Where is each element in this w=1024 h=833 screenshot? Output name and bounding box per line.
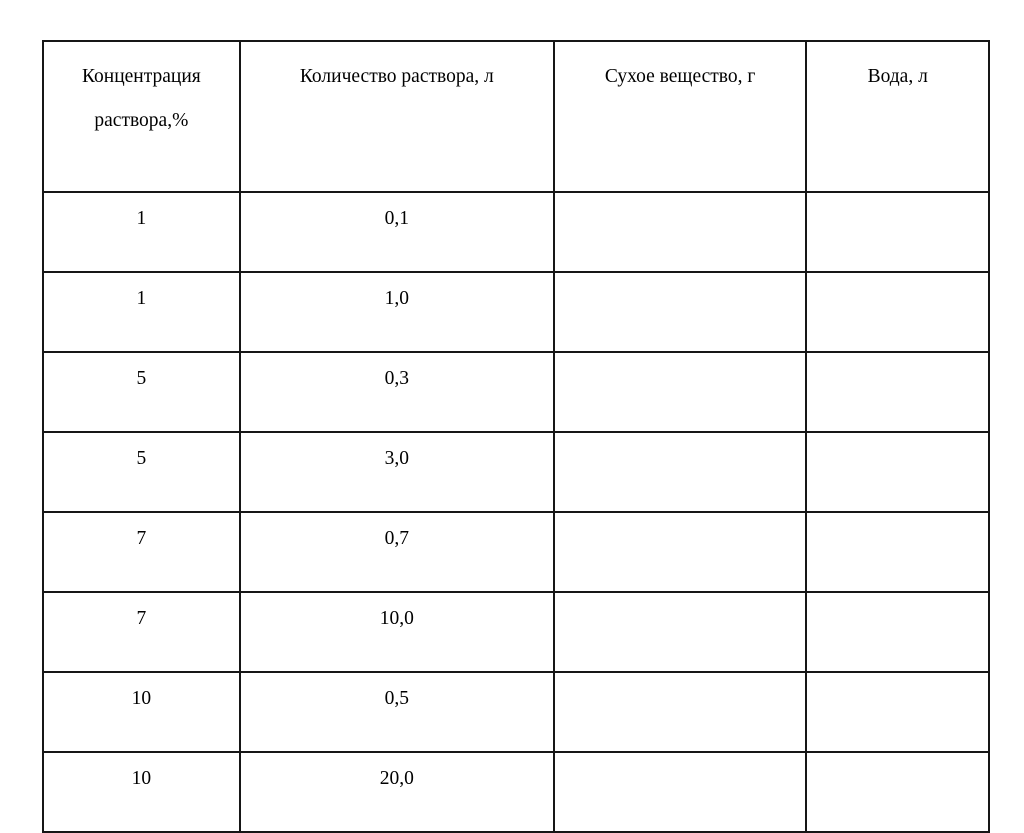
table-cell: 20,0 — [238, 751, 555, 833]
table-cell — [805, 671, 990, 753]
table-cell: 1 — [42, 191, 241, 273]
table-cell — [552, 511, 808, 593]
table-cell: 0,3 — [238, 351, 555, 433]
table-cell — [805, 431, 990, 513]
table-cell: 0,5 — [238, 671, 555, 753]
table-cell — [552, 191, 808, 273]
table-header-row: Концентрация раствора,% Количество раство… — [42, 40, 990, 193]
table-cell — [805, 191, 990, 273]
table-cell — [805, 591, 990, 673]
header-cell-0: Концентрация раствора,% — [42, 40, 241, 193]
table-cell: 3,0 — [238, 431, 555, 513]
table-cell: 7 — [42, 511, 241, 593]
table-row: 5 0,3 — [42, 351, 990, 433]
table-row: 7 0,7 — [42, 511, 990, 593]
table-cell — [552, 271, 808, 353]
table-cell: 1,0 — [238, 271, 555, 353]
table-row: 7 10,0 — [42, 591, 990, 673]
table-row: 1 0,1 — [42, 191, 990, 273]
table-cell: 10 — [42, 751, 241, 833]
table-row: 10 20,0 — [42, 751, 990, 833]
table-cell — [805, 351, 990, 433]
table-row: 5 3,0 — [42, 431, 990, 513]
header-cell-3: Вода, л — [805, 40, 990, 193]
table-cell — [805, 271, 990, 353]
table-body: 1 0,1 1 1,0 5 0,3 5 3,0 7 0,7 7 10,0 10 0,5 10 2… — [42, 191, 990, 833]
table-cell — [552, 351, 808, 433]
table-cell — [552, 431, 808, 513]
table-cell: 1 — [42, 271, 241, 353]
table-cell: 10 — [42, 671, 241, 753]
table-cell: 7 — [42, 591, 241, 673]
table-cell — [552, 671, 808, 753]
header-cell-1: Количество раствора, л — [238, 40, 555, 193]
table-cell: 10,0 — [238, 591, 555, 673]
table-cell — [552, 591, 808, 673]
table-cell: 0,1 — [238, 191, 555, 273]
table-cell: 0,7 — [238, 511, 555, 593]
header-row: Концентрация раствора,% Количество раство… — [42, 40, 990, 193]
table-cell — [805, 511, 990, 593]
header-cell-2: Сухое вещество, г — [552, 40, 808, 193]
table-cell: 5 — [42, 431, 241, 513]
table-row: 10 0,5 — [42, 671, 990, 753]
solution-concentration-table: Концентрация раствора,% Количество раство… — [42, 40, 990, 833]
table-cell: 5 — [42, 351, 241, 433]
table-cell — [552, 751, 808, 833]
table-cell — [805, 751, 990, 833]
table-row: 1 1,0 — [42, 271, 990, 353]
slide-canvas: Концентрация раствора,% Количество раство… — [42, 40, 990, 833]
